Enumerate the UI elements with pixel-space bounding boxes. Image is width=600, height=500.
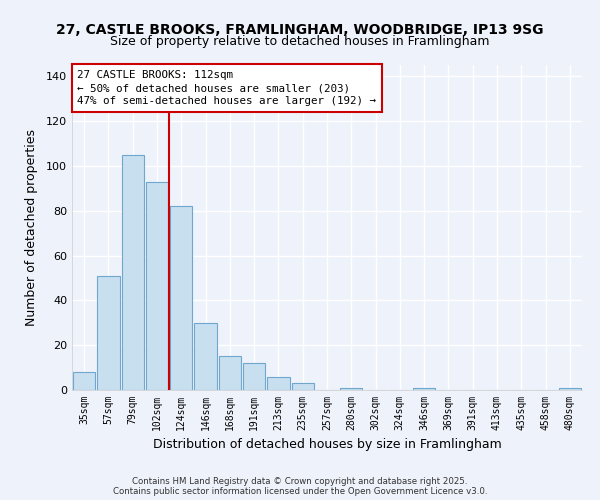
Bar bbox=[340, 388, 362, 390]
Bar bbox=[122, 154, 144, 390]
Bar bbox=[559, 388, 581, 390]
Bar bbox=[218, 356, 241, 390]
Y-axis label: Number of detached properties: Number of detached properties bbox=[25, 129, 38, 326]
Text: Contains HM Land Registry data © Crown copyright and database right 2025.: Contains HM Land Registry data © Crown c… bbox=[132, 478, 468, 486]
Text: 27, CASTLE BROOKS, FRAMLINGHAM, WOODBRIDGE, IP13 9SG: 27, CASTLE BROOKS, FRAMLINGHAM, WOODBRID… bbox=[56, 22, 544, 36]
Bar bbox=[292, 384, 314, 390]
Text: Size of property relative to detached houses in Framlingham: Size of property relative to detached ho… bbox=[110, 35, 490, 48]
Bar bbox=[267, 376, 290, 390]
Bar bbox=[73, 372, 95, 390]
Bar bbox=[146, 182, 168, 390]
Bar bbox=[97, 276, 119, 390]
Bar bbox=[170, 206, 193, 390]
X-axis label: Distribution of detached houses by size in Framlingham: Distribution of detached houses by size … bbox=[152, 438, 502, 452]
Text: 27 CASTLE BROOKS: 112sqm
← 50% of detached houses are smaller (203)
47% of semi-: 27 CASTLE BROOKS: 112sqm ← 50% of detach… bbox=[77, 70, 376, 106]
Bar bbox=[413, 388, 436, 390]
Bar bbox=[243, 363, 265, 390]
Text: Contains public sector information licensed under the Open Government Licence v3: Contains public sector information licen… bbox=[113, 488, 487, 496]
Bar bbox=[194, 323, 217, 390]
